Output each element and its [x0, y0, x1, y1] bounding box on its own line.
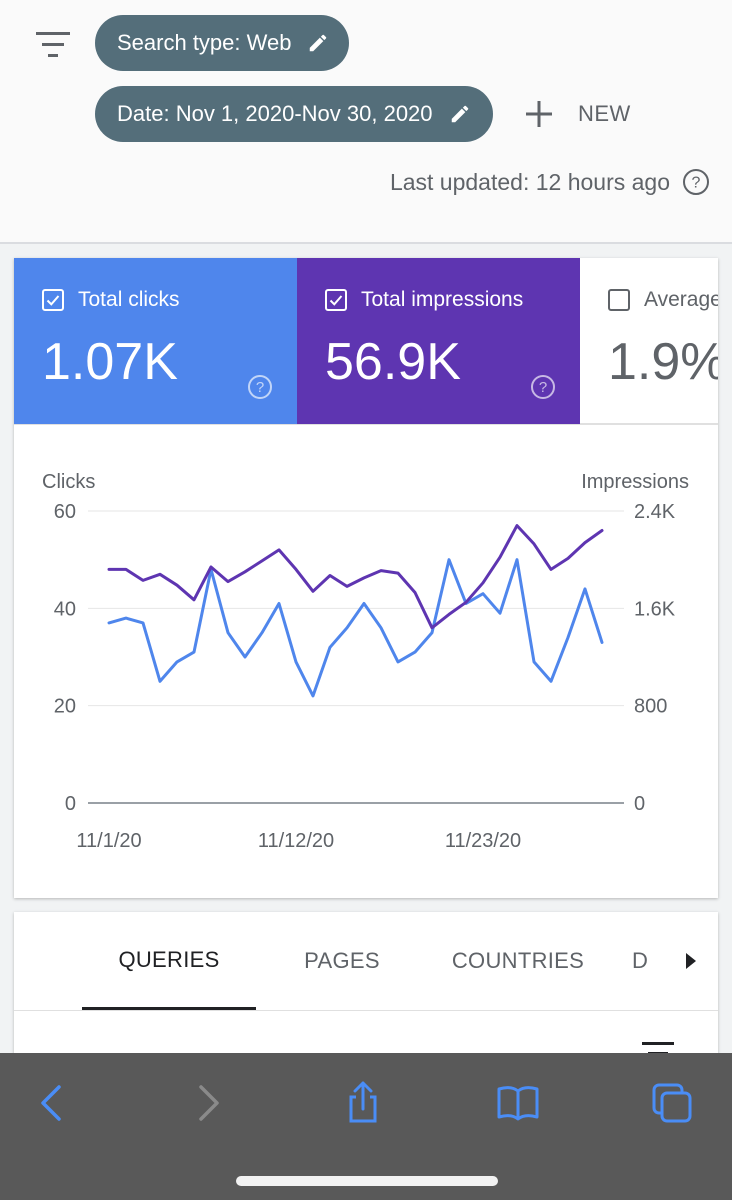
checkbox-checked-icon[interactable] — [42, 289, 64, 311]
right-axis-title: Impressions — [581, 471, 689, 493]
date-range-chip[interactable]: Date: Nov 1, 2020-Nov 30, 2020 — [95, 86, 493, 142]
right-tick-label: 2.4K — [634, 501, 676, 523]
metric-label: Total impressions — [361, 288, 524, 311]
tab-countries[interactable]: COUNTRIES — [451, 948, 585, 973]
search-type-chip-label: Search type: Web — [117, 30, 292, 55]
metric-value: 1.9% — [608, 333, 718, 391]
svg-text:?: ? — [692, 175, 701, 192]
pencil-icon — [310, 34, 327, 52]
tab-queries[interactable]: QUERIES — [82, 912, 256, 1010]
tab-devices-partial[interactable]: D — [632, 948, 649, 973]
left-tick-label: 60 — [54, 501, 76, 523]
performance-card: Total clicks 1.07K ? Total impressions 5… — [14, 258, 718, 898]
tabs-icon[interactable] — [650, 1081, 694, 1125]
search-type-chip[interactable]: Search type: Web — [95, 15, 349, 71]
svg-text:?: ? — [539, 379, 547, 396]
left-axis-title: Clicks — [42, 471, 95, 493]
last-updated-text: Last updated: 12 hours ago — [389, 168, 670, 195]
metric-value: 1.07K — [42, 333, 178, 391]
filter-header: Search type: Web Date: Nov 1, 2020-Nov 3… — [0, 0, 732, 244]
x-tick-label: 11/23/20 — [445, 830, 521, 852]
filter-icon[interactable] — [36, 32, 70, 58]
browser-toolbar — [0, 1053, 732, 1200]
metric-total-clicks[interactable]: Total clicks 1.07K ? — [14, 258, 297, 424]
metric-label: Average CTR — [644, 288, 718, 311]
tabs-divider — [14, 1010, 718, 1011]
checkbox-unchecked-icon[interactable] — [608, 289, 630, 311]
pencil-icon — [451, 105, 468, 123]
checkbox-checked-icon[interactable] — [325, 289, 347, 311]
metric-total-impressions[interactable]: Total impressions 56.9K ? — [297, 258, 580, 424]
metric-average-ctr[interactable]: Average CTR 1.9% — [580, 258, 718, 424]
bookmarks-icon[interactable] — [496, 1081, 540, 1125]
new-filter-label: NEW — [578, 101, 631, 126]
right-tick-label: 1.6K — [634, 598, 676, 620]
clicks-series-line — [107, 558, 604, 698]
forward-icon[interactable] — [186, 1081, 230, 1125]
svg-text:?: ? — [256, 379, 264, 396]
performance-chart-svg: Clicks Impressions 0 0 20 800 40 1.6K 60 2.4K 11/1… — [42, 471, 689, 852]
performance-chart: Clicks Impressions 0 0 20 800 40 1.6K 60 2.4K 11/1… — [14, 424, 718, 898]
x-tick-label: 11/12/20 — [258, 830, 334, 852]
help-icon[interactable]: ? — [247, 374, 273, 400]
date-range-chip-label: Date: Nov 1, 2020-Nov 30, 2020 — [117, 101, 433, 126]
metric-label: Total clicks — [78, 288, 180, 311]
left-tick-label: 20 — [54, 696, 76, 718]
back-icon[interactable] — [30, 1081, 74, 1125]
help-icon[interactable]: ? — [530, 374, 556, 400]
impressions-series-line — [107, 524, 604, 630]
dimension-tabs-card: QUERIES PAGES COUNTRIES D — [14, 912, 718, 1062]
right-tick-label: 800 — [634, 696, 667, 718]
left-tick-label: 40 — [54, 598, 76, 620]
x-tick-label: 11/1/20 — [76, 830, 141, 852]
home-indicator — [236, 1176, 498, 1186]
tabs-scroll-right-icon[interactable] — [682, 950, 700, 972]
plus-icon — [526, 101, 552, 127]
last-updated: Last updated: 12 hours ago ? — [390, 168, 710, 196]
right-tick-label: 0 — [634, 793, 645, 815]
left-tick-label: 0 — [65, 793, 76, 815]
share-icon[interactable] — [341, 1081, 385, 1125]
help-icon[interactable]: ? — [682, 168, 710, 196]
new-filter-button[interactable]: NEW — [524, 96, 631, 132]
tab-pages[interactable]: PAGES — [304, 948, 380, 973]
metric-value: 56.9K — [325, 333, 461, 391]
